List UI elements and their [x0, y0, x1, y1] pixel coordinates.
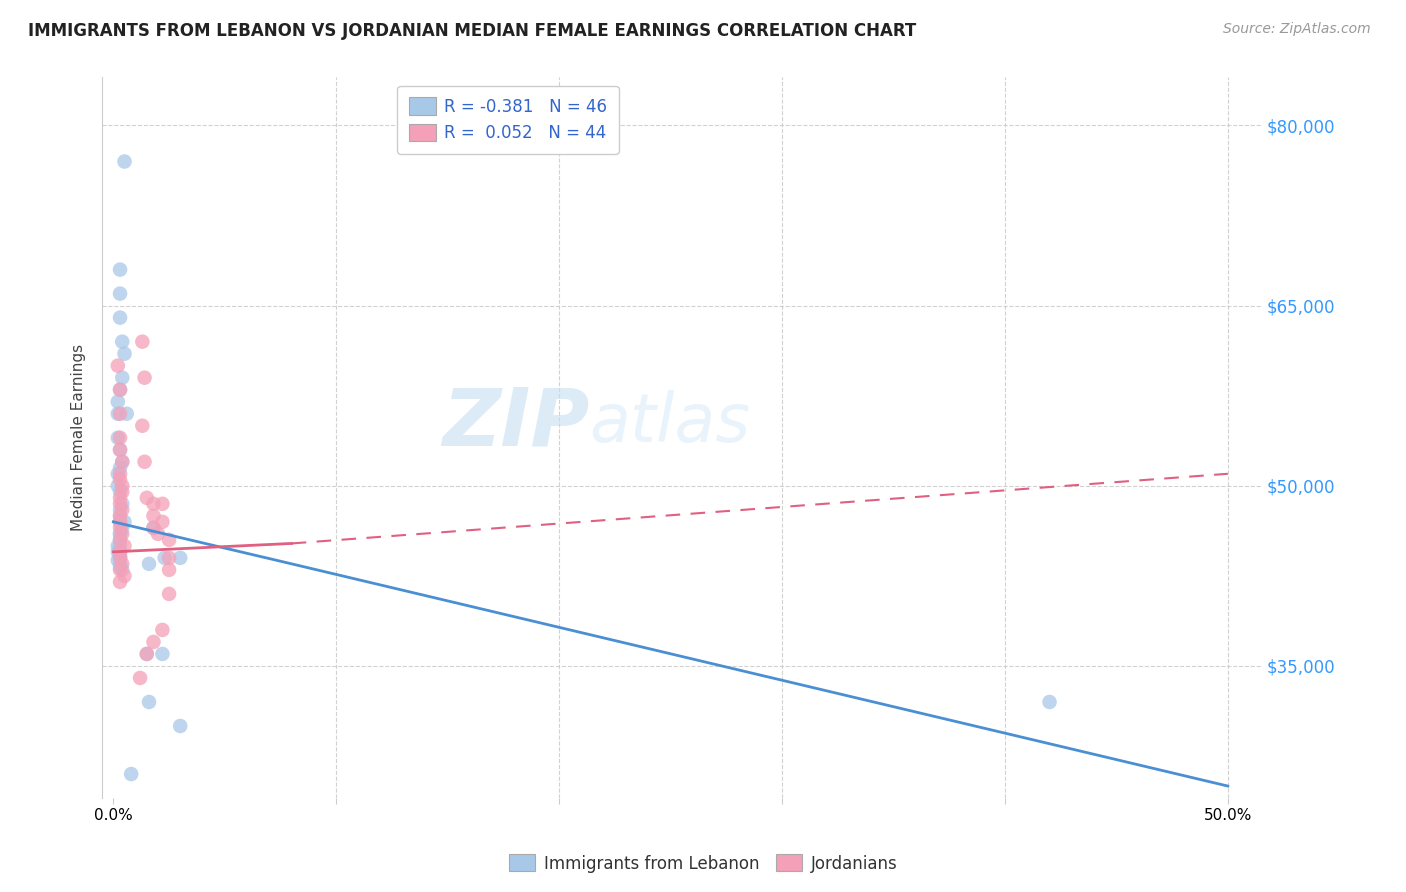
Point: [146, 526, 169, 541]
Point: [108, 508, 131, 523]
Point: [138, 695, 160, 709]
Point: [108, 473, 131, 487]
Point: [108, 383, 131, 397]
Point: [111, 497, 134, 511]
Point: [129, 671, 152, 685]
Point: [108, 383, 131, 397]
Point: [107, 407, 129, 421]
Point: [107, 467, 129, 481]
Point: [142, 521, 165, 535]
Point: [120, 767, 142, 781]
Point: [108, 407, 131, 421]
Point: [111, 526, 134, 541]
Point: [142, 521, 165, 535]
Text: Source: ZipAtlas.com: Source: ZipAtlas.com: [1223, 22, 1371, 37]
Point: [153, 550, 176, 565]
Point: [111, 334, 134, 349]
Point: [111, 557, 134, 571]
Point: [157, 533, 180, 547]
Point: [152, 515, 174, 529]
Text: ZIP: ZIP: [441, 384, 589, 462]
Point: [152, 623, 174, 637]
Point: [108, 442, 131, 457]
Point: [108, 497, 131, 511]
Point: [131, 418, 153, 433]
Text: atlas: atlas: [589, 391, 751, 457]
Point: [138, 557, 160, 571]
Point: [108, 262, 131, 277]
Point: [157, 563, 180, 577]
Point: [142, 497, 165, 511]
Point: [108, 460, 131, 475]
Point: [107, 359, 129, 373]
Point: [108, 574, 131, 589]
Point: [111, 479, 134, 493]
Point: [108, 508, 131, 523]
Point: [114, 515, 136, 529]
Point: [108, 560, 131, 574]
Point: [111, 503, 134, 517]
Point: [114, 539, 136, 553]
Point: [152, 647, 174, 661]
Point: [107, 545, 129, 559]
Point: [108, 491, 131, 505]
Point: [157, 550, 180, 565]
Point: [108, 442, 131, 457]
Point: [108, 533, 131, 547]
Point: [114, 154, 136, 169]
Legend: R = -0.381   N = 46, R =  0.052   N = 44: R = -0.381 N = 46, R = 0.052 N = 44: [398, 86, 619, 153]
Point: [108, 515, 131, 529]
Point: [135, 491, 157, 505]
Point: [134, 455, 156, 469]
Point: [111, 455, 134, 469]
Point: [108, 286, 131, 301]
Point: [131, 334, 153, 349]
Point: [107, 539, 129, 553]
Point: [108, 533, 131, 547]
Point: [108, 503, 131, 517]
Point: [108, 484, 131, 499]
Point: [108, 310, 131, 325]
Point: [107, 553, 129, 567]
Point: [108, 526, 131, 541]
Legend: Immigrants from Lebanon, Jordanians: Immigrants from Lebanon, Jordanians: [502, 847, 904, 880]
Point: [169, 550, 191, 565]
Point: [108, 526, 131, 541]
Point: [108, 557, 131, 571]
Point: [1038, 695, 1060, 709]
Point: [108, 431, 131, 445]
Point: [134, 370, 156, 384]
Point: [111, 484, 134, 499]
Point: [135, 647, 157, 661]
Point: [135, 647, 157, 661]
Text: IMMIGRANTS FROM LEBANON VS JORDANIAN MEDIAN FEMALE EARNINGS CORRELATION CHART: IMMIGRANTS FROM LEBANON VS JORDANIAN MED…: [28, 22, 917, 40]
Point: [114, 569, 136, 583]
Point: [115, 407, 138, 421]
Point: [114, 347, 136, 361]
Y-axis label: Median Female Earnings: Median Female Earnings: [72, 344, 86, 532]
Point: [108, 549, 131, 563]
Point: [107, 394, 129, 409]
Point: [108, 550, 131, 565]
Point: [142, 635, 165, 649]
Point: [157, 587, 180, 601]
Point: [142, 508, 165, 523]
Point: [108, 521, 131, 535]
Point: [107, 431, 129, 445]
Point: [108, 545, 131, 559]
Point: [111, 563, 134, 577]
Point: [107, 479, 129, 493]
Point: [108, 563, 131, 577]
Point: [108, 467, 131, 481]
Point: [111, 370, 134, 384]
Point: [111, 521, 134, 535]
Point: [169, 719, 191, 733]
Point: [108, 515, 131, 529]
Point: [152, 497, 174, 511]
Point: [111, 455, 134, 469]
Point: [108, 539, 131, 553]
Point: [108, 550, 131, 565]
